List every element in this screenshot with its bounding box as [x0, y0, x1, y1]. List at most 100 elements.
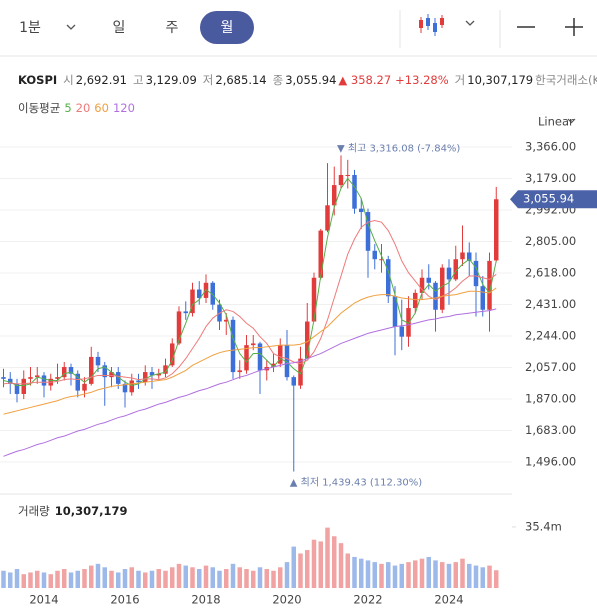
- candle-body: [95, 356, 101, 366]
- moving-average-line: [3, 287, 497, 415]
- volume-bar: [129, 567, 134, 588]
- volume-bar: [325, 527, 330, 588]
- extreme-annotation: ▼ 최고 3,316.08 (-7.84%): [337, 142, 460, 154]
- interval-button[interactable]: 월: [221, 20, 234, 36]
- interval-button[interactable]: 1분: [19, 20, 41, 36]
- candle-body: [156, 373, 161, 376]
- candle-body: [426, 277, 431, 283]
- candle-body: [244, 345, 249, 371]
- volume-bar: [386, 562, 391, 588]
- candle-body: [487, 260, 492, 310]
- y-tick-label: 3,366.00: [525, 140, 576, 154]
- volume-bar: [345, 553, 350, 588]
- candle-body: [338, 174, 344, 186]
- volume-bar: [62, 569, 67, 588]
- volume-bar: [89, 565, 94, 588]
- candle-body: [271, 363, 276, 368]
- candle-body: [62, 367, 67, 378]
- field-label: 고: [133, 73, 144, 87]
- volume-bar: [257, 567, 263, 588]
- volume-bar: [311, 539, 317, 588]
- chart-type-chevron[interactable]: [465, 20, 475, 26]
- candle-body: [55, 377, 60, 379]
- x-tick-label: 2018: [191, 593, 220, 607]
- x-tick-label: 2016: [110, 593, 139, 607]
- volume-bar: [197, 569, 202, 588]
- volume-bar: [224, 569, 229, 588]
- volume-bar: [28, 572, 33, 588]
- volume-bar: [1, 570, 6, 588]
- volume-bar: [95, 563, 101, 588]
- volume-bar: [338, 543, 344, 588]
- scale-chevron[interactable]: [567, 118, 576, 124]
- volume-bar: [467, 563, 472, 588]
- chart-type-icon[interactable]: [419, 14, 444, 36]
- field-label: 저: [203, 73, 214, 87]
- y-tick-label: 2,618.00: [525, 266, 576, 280]
- candle-body: [446, 267, 452, 280]
- volume-bar: [55, 570, 60, 588]
- candle-body: [170, 343, 175, 366]
- volume-bar: [399, 563, 404, 588]
- field-label: 시: [63, 73, 74, 87]
- volume-bar: [278, 567, 283, 588]
- volume-bar: [271, 570, 276, 588]
- ma-legend-item: 20: [76, 101, 91, 115]
- candle-body: [149, 372, 155, 376]
- candle-body: [129, 380, 134, 393]
- volume-bar: [75, 570, 80, 588]
- zoom-in-button[interactable]: [565, 18, 583, 36]
- volume-bar: [176, 563, 182, 588]
- ma-legend-item: 60: [94, 101, 109, 115]
- candle-body: [257, 343, 263, 371]
- volume-bar: [352, 556, 357, 588]
- interval-button[interactable]: 일: [113, 20, 126, 36]
- symbol: KOSPI: [18, 73, 57, 87]
- volume-bar: [116, 572, 121, 588]
- volume-bar: [14, 569, 20, 588]
- candle-body: [372, 250, 377, 260]
- candle-body: [379, 259, 384, 261]
- candle-body: [1, 377, 6, 379]
- candle-body: [419, 277, 425, 293]
- volume-bar: [419, 558, 425, 588]
- volume-bar: [82, 569, 87, 588]
- candle-body: [109, 372, 114, 378]
- volume-bar: [244, 569, 249, 588]
- change: ▲ 358.27: [338, 73, 391, 87]
- volume-bar: [446, 563, 452, 588]
- volume-bar: [170, 567, 175, 588]
- y-tick-label: 1,870.00: [525, 392, 576, 406]
- moving-average-line: [3, 219, 497, 385]
- exchange: 한국거래소(KRX): [535, 73, 597, 87]
- candle-body: [75, 373, 80, 391]
- candle-body: [143, 372, 148, 383]
- candle-body: [21, 378, 26, 394]
- candle-body: [460, 252, 465, 260]
- ma-legend-item: 5: [64, 101, 71, 115]
- candle-body: [190, 289, 195, 314]
- candle-body: [332, 185, 337, 206]
- candle-body: [298, 358, 303, 386]
- moving-average-line: [3, 308, 497, 457]
- interval-button[interactable]: 주: [166, 20, 179, 36]
- candle-body: [473, 260, 479, 287]
- candle-body: [386, 259, 391, 297]
- interval-chevron[interactable]: [66, 24, 76, 30]
- candle-body: [183, 311, 188, 314]
- volume-bar: [143, 572, 148, 588]
- candle-body: [176, 311, 182, 344]
- volume-bar: [203, 565, 209, 588]
- volume-bar: [284, 562, 290, 588]
- candle-body: [68, 367, 74, 374]
- candle-body: [284, 345, 290, 378]
- field-value: 2,692.91: [76, 73, 127, 87]
- volume-tick-label: 35.4m: [525, 519, 562, 533]
- volume-bar: [21, 574, 26, 588]
- scale-mode[interactable]: Linear: [538, 115, 574, 129]
- candle-body: [197, 289, 202, 298]
- volume-bar: [332, 536, 337, 588]
- candle-body: [41, 375, 47, 386]
- volume-bar: [433, 560, 438, 588]
- y-tick-label: 2,057.00: [525, 360, 576, 374]
